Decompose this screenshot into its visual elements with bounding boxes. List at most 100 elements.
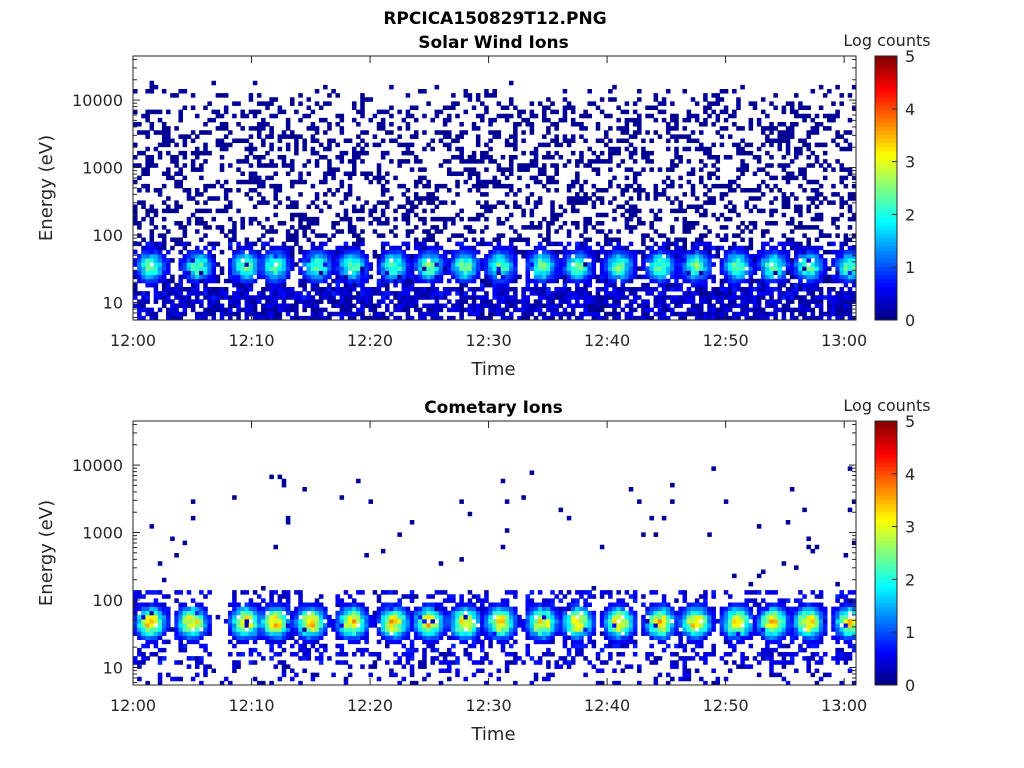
- heatmap-cell: [599, 307, 605, 313]
- heatmap-cell: [302, 282, 307, 288]
- heatmap-cell: [546, 299, 551, 304]
- heatmap-cell: [190, 623, 196, 628]
- heatmap-cell: [492, 266, 497, 271]
- heatmap-cell: [806, 225, 811, 230]
- colorbar-tick-label: 2: [905, 205, 915, 224]
- heatmap-cell: [723, 303, 729, 309]
- heatmap-cell: [484, 155, 489, 160]
- heatmap-cell: [385, 303, 390, 309]
- heatmap-cell: [781, 254, 787, 259]
- heatmap-cell: [339, 311, 345, 317]
- heatmap-cell: [174, 179, 179, 185]
- heatmap-cell: [657, 307, 663, 313]
- heatmap-cell: [269, 270, 274, 276]
- heatmap-cell: [331, 278, 336, 284]
- heatmap-cell: [496, 295, 502, 300]
- heatmap-cell: [397, 126, 402, 131]
- heatmap-cell: [690, 258, 696, 263]
- heatmap-cell: [616, 241, 621, 247]
- heatmap-cell: [335, 142, 340, 148]
- heatmap-cell: [480, 307, 485, 313]
- heatmap-cell: [149, 159, 155, 164]
- heatmap-cell: [645, 105, 650, 111]
- heatmap-cell: [418, 254, 423, 259]
- heatmap-cell: [843, 307, 849, 313]
- heatmap-cell: [579, 122, 584, 127]
- heatmap-cell: [488, 122, 493, 127]
- heatmap-cell: [777, 130, 783, 135]
- heatmap-cell: [314, 245, 320, 251]
- heatmap-cell: [579, 200, 584, 205]
- heatmap-cell: [174, 200, 179, 205]
- heatmap-cell: [488, 117, 493, 123]
- heatmap-cell: [438, 258, 444, 263]
- heatmap-cell: [814, 155, 820, 160]
- heatmap-cell: [703, 97, 708, 102]
- heatmap-cell: [608, 278, 613, 284]
- heatmap-cell: [178, 274, 183, 280]
- heatmap-cell: [500, 295, 506, 300]
- heatmap-cell: [699, 303, 704, 309]
- heatmap-cell: [529, 266, 535, 271]
- heatmap-cell: [289, 101, 295, 106]
- heatmap-cell: [587, 159, 592, 164]
- heatmap-cell: [467, 225, 473, 230]
- heatmap-cell: [513, 138, 518, 144]
- heatmap-cell: [380, 233, 386, 238]
- heatmap-cell: [186, 287, 192, 292]
- heatmap-cell: [323, 146, 328, 152]
- heatmap-cell: [843, 183, 849, 189]
- heatmap-cell: [591, 258, 597, 263]
- heatmap-cell: [137, 274, 142, 280]
- heatmap-cell: [219, 287, 225, 292]
- heatmap-cell: [835, 84, 840, 90]
- heatmap-cell: [265, 287, 270, 292]
- heatmap-cell: [314, 221, 320, 226]
- heatmap-cell: [657, 295, 663, 300]
- heatmap-cell: [174, 291, 179, 296]
- heatmap-cell: [219, 163, 225, 168]
- heatmap-cell: [789, 245, 795, 251]
- heatmap-cell: [133, 270, 138, 276]
- heatmap-cell: [161, 619, 167, 624]
- heatmap-cell: [740, 254, 745, 259]
- heatmap-cell: [310, 274, 316, 280]
- heatmap-cell: [182, 229, 188, 234]
- heatmap-cell: [637, 89, 642, 94]
- heatmap-cell: [579, 315, 584, 321]
- heatmap-cell: [781, 258, 787, 263]
- heatmap-cell: [649, 262, 654, 267]
- heatmap-cell: [236, 315, 241, 321]
- heatmap-cell: [339, 229, 345, 234]
- heatmap-cell: [199, 660, 204, 665]
- heatmap-cell: [678, 258, 683, 263]
- heatmap-cell: [413, 212, 419, 218]
- heatmap-cell: [385, 287, 390, 292]
- heatmap-cell: [219, 126, 225, 131]
- heatmap-cell: [839, 295, 844, 300]
- heatmap-cell: [831, 101, 836, 106]
- heatmap-cell: [178, 676, 183, 682]
- heatmap-cell: [674, 126, 679, 131]
- heatmap-cell: [467, 287, 473, 292]
- heatmap-cell: [835, 299, 840, 304]
- heatmap-cell: [467, 216, 473, 222]
- heatmap-cell: [727, 208, 733, 214]
- heatmap-cell: [599, 200, 605, 205]
- heatmap-cell: [843, 200, 849, 205]
- heatmap-cell: [405, 282, 411, 288]
- heatmap-cell: [740, 266, 745, 271]
- heatmap-cell: [372, 303, 378, 309]
- heatmap-cell: [492, 179, 497, 185]
- heatmap-cell: [190, 105, 196, 111]
- heatmap-cell: [521, 303, 526, 309]
- heatmap-cell: [513, 274, 518, 280]
- heatmap-cell: [194, 660, 200, 665]
- heatmap-cell: [496, 200, 502, 205]
- heatmap-cell: [289, 233, 295, 238]
- heatmap-cell: [674, 216, 679, 222]
- heatmap-cell: [232, 249, 237, 255]
- heatmap-cell: [546, 175, 551, 181]
- heatmap-cell: [665, 254, 671, 259]
- heatmap-cell: [612, 237, 617, 243]
